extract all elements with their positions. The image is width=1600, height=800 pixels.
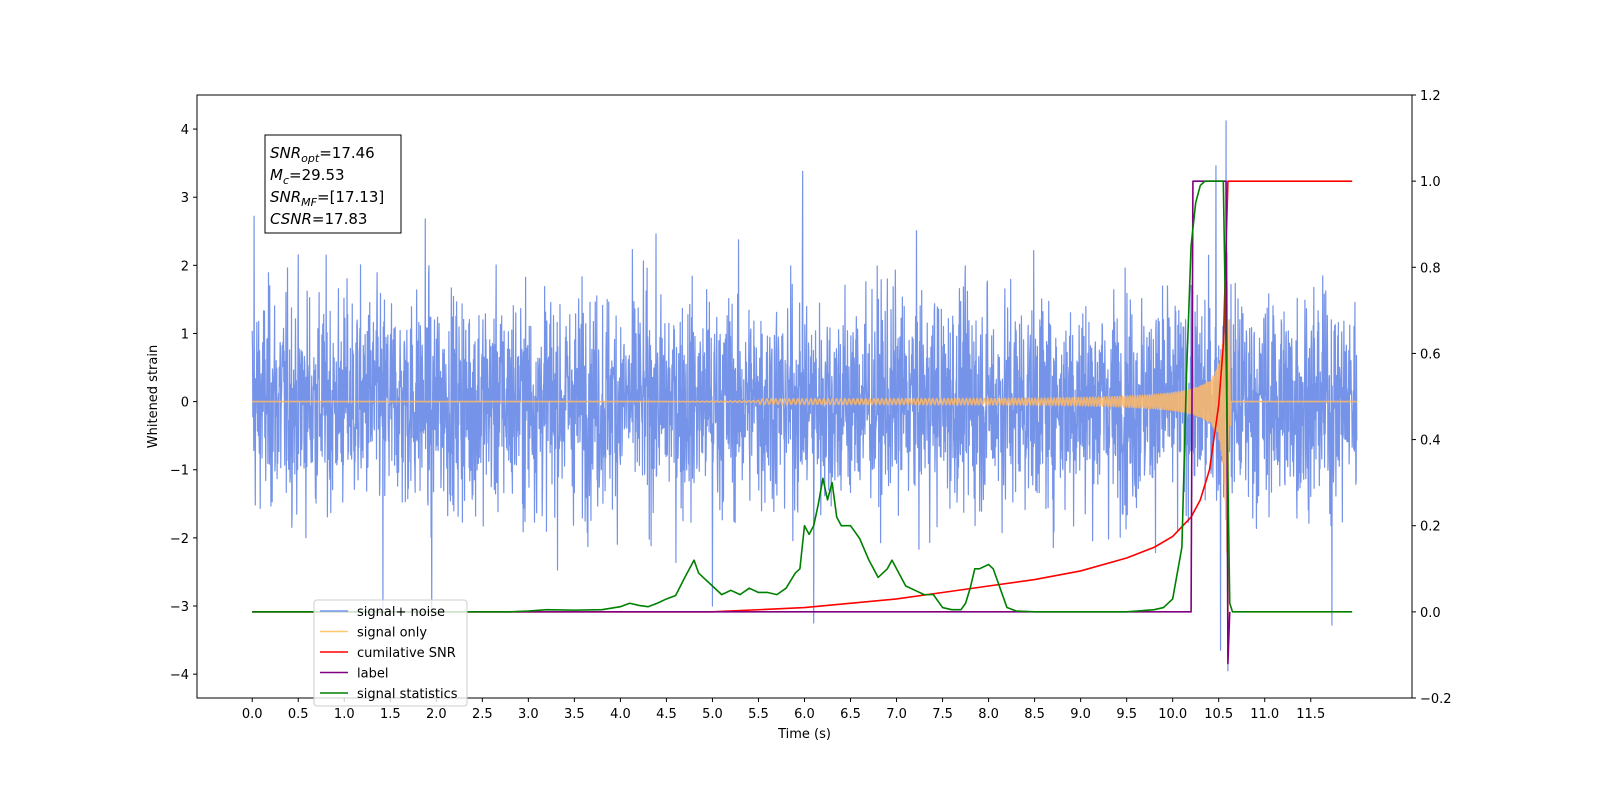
series-line-2 bbox=[252, 180, 1353, 613]
y-tick-label: 0 bbox=[181, 396, 189, 411]
x-tick-label: 10.5 bbox=[1204, 707, 1233, 722]
x-tick-label: 2.0 bbox=[426, 707, 447, 722]
y-tick-label: −1 bbox=[170, 464, 189, 479]
series-line-1 bbox=[251, 252, 1358, 655]
x-tick-label: 6.5 bbox=[840, 707, 861, 722]
legend-label: signal+ noise bbox=[357, 605, 445, 620]
legend-label: signal statistics bbox=[357, 687, 458, 702]
y-tick-label: 3 bbox=[181, 191, 189, 206]
legend-frame bbox=[313, 599, 468, 707]
y-tick-label: 2 bbox=[181, 259, 189, 274]
y2-tick-label: 1.2 bbox=[1420, 89, 1441, 104]
annotation-frame bbox=[264, 134, 402, 234]
x-tick-label: 5.5 bbox=[748, 707, 769, 722]
legend-label: signal only bbox=[357, 626, 427, 641]
annotation-line: SNRopt=17.46 bbox=[270, 144, 375, 165]
x-tick-label: 10.0 bbox=[1158, 707, 1187, 722]
y-tick-label: −4 bbox=[170, 668, 189, 683]
annotation-line: CSNR=17.83 bbox=[270, 210, 367, 228]
x-tick-label: 3.5 bbox=[564, 707, 585, 722]
series-line-4 bbox=[252, 180, 1353, 613]
y2-tick-label: 0.2 bbox=[1420, 520, 1441, 535]
x-tick-label: 3.0 bbox=[518, 707, 539, 722]
y-tick-label: 1 bbox=[181, 327, 189, 342]
x-tick-label: 5.0 bbox=[702, 707, 723, 722]
x-tick-label: 7.5 bbox=[932, 707, 953, 722]
y2-tick-label: 0.4 bbox=[1420, 434, 1441, 449]
x-tick-label: 11.5 bbox=[1296, 707, 1325, 722]
x-axis-label: Time (s) bbox=[777, 727, 831, 742]
axis-ticks: 0.0 0.5 1.0 1.5 2.0 2.5 3.0 3.5 4.0 4.5 5.0 5.5 6.0 6… bbox=[170, 89, 1452, 722]
y2-tick-label: −0.2 bbox=[1420, 692, 1452, 707]
annotation-line: SNRMF=[17.13] bbox=[270, 188, 384, 209]
x-tick-label: 4.0 bbox=[610, 707, 631, 722]
x-tick-label: 4.5 bbox=[656, 707, 677, 722]
x-tick-label: 0.0 bbox=[242, 707, 263, 722]
y-tick-label: −3 bbox=[170, 600, 189, 615]
legend-label: cumilative SNR bbox=[357, 646, 456, 661]
y2-tick-label: 0.0 bbox=[1420, 606, 1441, 621]
x-tick-label: 6.0 bbox=[794, 707, 815, 722]
x-tick-label: 1.0 bbox=[334, 707, 355, 722]
x-tick-label: 0.5 bbox=[288, 707, 309, 722]
annotation-line: Mc=29.53 bbox=[270, 166, 345, 187]
legend: signal+ noise signal only cumilative SNR la… bbox=[313, 599, 468, 707]
y-tick-label: 4 bbox=[181, 123, 189, 138]
y-axis-label: Whitened strain bbox=[146, 345, 161, 448]
x-tick-label: 9.0 bbox=[1070, 707, 1091, 722]
x-tick-label: 8.0 bbox=[978, 707, 999, 722]
y-tick-label: −2 bbox=[170, 532, 189, 547]
x-tick-label: 1.5 bbox=[380, 707, 401, 722]
series-line-0 bbox=[251, 120, 1358, 672]
x-tick-label: 8.5 bbox=[1024, 707, 1045, 722]
series-layer bbox=[251, 120, 1358, 672]
y2-tick-label: 0.8 bbox=[1420, 261, 1441, 276]
y2-tick-label: 1.0 bbox=[1420, 175, 1441, 190]
x-tick-label: 2.5 bbox=[472, 707, 493, 722]
y2-tick-label: 0.6 bbox=[1420, 347, 1441, 362]
annotation-box: SNRopt=17.46Mc=29.53SNRMF=[17.13]CSNR=17… bbox=[264, 134, 402, 234]
x-tick-label: 7.0 bbox=[886, 707, 907, 722]
legend-label: label bbox=[357, 667, 388, 682]
x-tick-label: 11.0 bbox=[1250, 707, 1279, 722]
x-tick-label: 9.5 bbox=[1116, 707, 1137, 722]
